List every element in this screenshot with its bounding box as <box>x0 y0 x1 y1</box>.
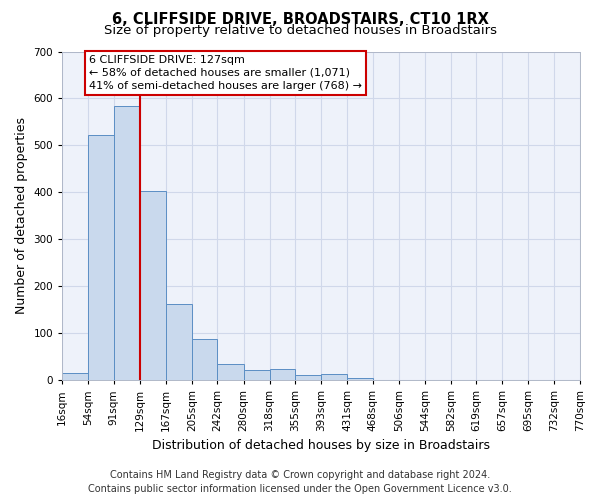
Bar <box>166 304 192 380</box>
Text: 6, CLIFFSIDE DRIVE, BROADSTAIRS, CT10 1RX: 6, CLIFFSIDE DRIVE, BROADSTAIRS, CT10 1R… <box>112 12 488 28</box>
Bar <box>244 370 269 380</box>
Bar <box>114 106 140 380</box>
Bar <box>347 378 373 380</box>
Bar <box>295 376 321 380</box>
Bar <box>217 364 244 380</box>
X-axis label: Distribution of detached houses by size in Broadstairs: Distribution of detached houses by size … <box>152 440 490 452</box>
Bar <box>62 373 88 380</box>
Text: Contains HM Land Registry data © Crown copyright and database right 2024.
Contai: Contains HM Land Registry data © Crown c… <box>88 470 512 494</box>
Y-axis label: Number of detached properties: Number of detached properties <box>15 118 28 314</box>
Text: Size of property relative to detached houses in Broadstairs: Size of property relative to detached ho… <box>104 24 497 37</box>
Text: 6 CLIFFSIDE DRIVE: 127sqm
← 58% of detached houses are smaller (1,071)
41% of se: 6 CLIFFSIDE DRIVE: 127sqm ← 58% of detac… <box>89 55 362 91</box>
Bar <box>192 339 217 380</box>
Bar <box>140 192 166 380</box>
Bar <box>269 369 295 380</box>
Bar <box>321 374 347 380</box>
Bar <box>88 135 114 380</box>
